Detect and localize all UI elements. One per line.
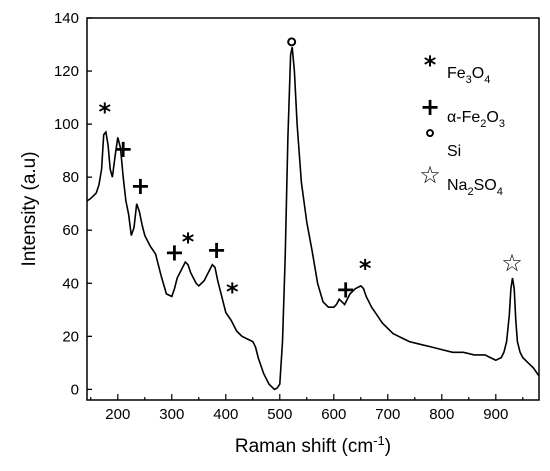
- y-tick-label: 120: [54, 63, 79, 80]
- legend-symbol: ☆: [419, 161, 441, 189]
- legend-si: ° Si: [424, 125, 461, 160]
- legend: * Fe3O4 + α-Fe2O3 ° Si ☆ Na2SO4: [419, 51, 505, 198]
- legend-label: Si: [447, 143, 461, 160]
- y-tick-label: 20: [62, 328, 79, 345]
- y-axis-ticks: 0 20 40 60 80 100 120 140: [54, 10, 92, 398]
- legend-label: Fe3O4: [447, 65, 490, 86]
- y-tick-label: 80: [62, 169, 79, 186]
- fe2o3-marker: +: [164, 238, 184, 266]
- fe3o4-marker: *: [226, 278, 239, 306]
- x-axis-label: Raman shift (cm-1): [235, 433, 391, 457]
- x-tick-label: 700: [375, 406, 400, 423]
- y-tick-label: 60: [62, 222, 79, 239]
- legend-fe2o3: + α-Fe2O3: [420, 93, 505, 130]
- legend-symbol: *: [424, 51, 437, 79]
- legend-symbol: +: [420, 93, 440, 121]
- fe3o4-marker: *: [182, 228, 195, 256]
- x-tick-label: 800: [429, 406, 454, 423]
- na2so4-marker: ☆: [501, 249, 523, 277]
- x-tick-label: 300: [159, 406, 184, 423]
- x-axis-label-main: Raman shift (cm: [235, 436, 373, 457]
- x-tick-label: 200: [105, 406, 130, 423]
- fe3o4-marker: *: [359, 254, 372, 282]
- y-tick-label: 40: [62, 275, 79, 292]
- legend-fe3o4: * Fe3O4: [424, 51, 491, 86]
- legend-na2so4: ☆ Na2SO4: [419, 161, 503, 198]
- x-tick-label: 400: [213, 406, 238, 423]
- peak-annotations: *+++* +* +* ☆: [99, 37, 523, 306]
- x-tick-label: 900: [483, 406, 508, 423]
- y-tick-label: 100: [54, 116, 79, 133]
- y-axis-label: Intensity (a.u): [19, 151, 40, 266]
- fe3o4-marker: *: [99, 98, 112, 126]
- legend-label: Na2SO4: [447, 177, 503, 198]
- x-tick-label: 600: [321, 406, 346, 423]
- si-marker: [287, 37, 297, 47]
- plot-frame: [86, 17, 540, 401]
- spectrum-line: [86, 47, 540, 391]
- x-axis-label-sup: -1: [373, 433, 385, 448]
- legend-label: α-Fe2O3: [447, 109, 505, 130]
- x-tick-label: 500: [267, 406, 292, 423]
- x-axis-ticks: 200 300 400 500 600 700 800 900: [90, 394, 524, 423]
- fe2o3-marker: +: [207, 236, 227, 264]
- y-tick-label: 0: [71, 381, 79, 398]
- x-axis-label-close: ): [385, 436, 391, 457]
- legend-symbol: °: [424, 125, 436, 153]
- fe2o3-marker: +: [130, 172, 150, 200]
- fe2o3-marker: +: [113, 135, 133, 163]
- y-tick-label: 140: [54, 10, 79, 27]
- fe2o3-marker: +: [336, 276, 356, 304]
